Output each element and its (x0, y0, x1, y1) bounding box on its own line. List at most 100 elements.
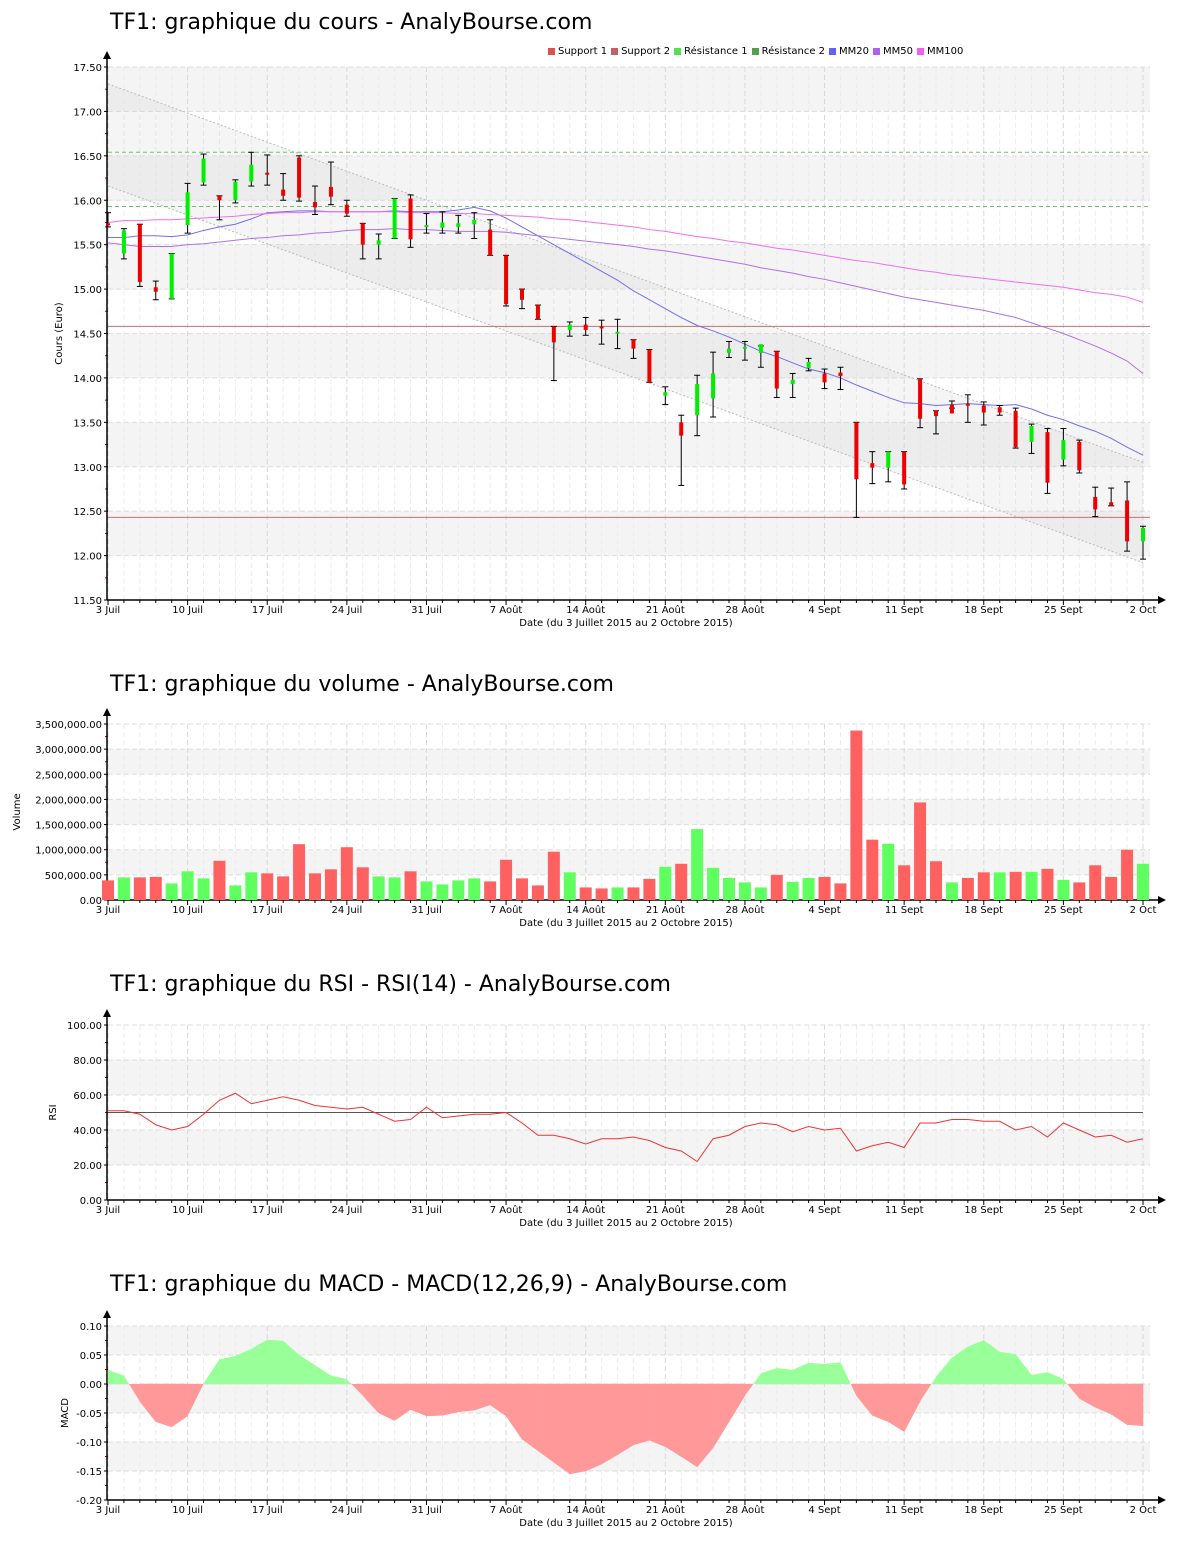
x-tick-label: 2 Oct (1130, 905, 1157, 916)
x-tick-label: 24 Juil (331, 1205, 362, 1216)
x-tick-label: 3 Juil (96, 1505, 120, 1516)
x-tick-label: 24 Juil (331, 905, 362, 916)
x-axis-label: Date (du 3 Juillet 2015 au 2 Octobre 201… (519, 918, 733, 929)
x-axis-label: Date (du 3 Juillet 2015 au 2 Octobre 201… (519, 1518, 733, 1529)
x-tick-label: 3 Juil (96, 905, 120, 916)
y-tick-label: 0.10 (80, 1322, 102, 1333)
x-tick-label: 3 Juil (96, 605, 120, 616)
legend-label: Résistance 2 (761, 46, 826, 57)
x-tick-label: 7 Août (490, 904, 523, 916)
x-tick-label: 21 Août (646, 1204, 685, 1216)
legend-swatch-icon (873, 48, 881, 55)
x-tick-label: 4 Sept (808, 1205, 840, 1216)
legend-label: MM100 (927, 46, 964, 57)
y-tick-label: 15.50 (73, 241, 102, 252)
x-tick-label: 28 Août (725, 904, 764, 916)
y-tick-label: 1,500,000.00 (35, 821, 102, 832)
x-tick-label: 25 Sept (1044, 1505, 1083, 1516)
y-tick-label: -0.05 (76, 1409, 102, 1420)
x-tick-label: 31 Juil (411, 605, 442, 616)
legend-swatch-icon (611, 48, 619, 55)
y-tick-label: 0.00 (80, 1380, 102, 1391)
y-tick-label: 60.00 (73, 1091, 102, 1102)
macd-chart: -0.20 -0.15 -0.10 -0.05 0.00 0.05 0.10 3 Juil 10… (60, 1310, 1166, 1529)
x-tick-label: 14 Août (566, 1204, 605, 1216)
x-tick-label: 11 Sept (885, 905, 924, 916)
x-tick-label: 21 Août (646, 1504, 685, 1516)
price-chart-legend: Support 1 Support 2 Résistance 1 Résistance… (548, 46, 963, 57)
y-tick-label: 15.00 (73, 285, 102, 296)
legend-label: Résistance 1 (684, 46, 748, 57)
x-tick-label: 10 Juil (172, 905, 203, 916)
legend-label: Support 1 (558, 46, 608, 57)
x-tick-label: 18 Sept (964, 905, 1003, 916)
x-tick-label: 17 Juil (252, 1505, 283, 1516)
x-tick-label: 24 Juil (331, 605, 362, 616)
legend-swatch-icon (751, 48, 759, 55)
legend-item: MM50 (873, 46, 913, 57)
x-tick-label: 17 Juil (252, 1205, 283, 1216)
y-axis-label: RSI (48, 1104, 59, 1120)
legend-label: Support 2 (621, 46, 671, 57)
y-tick-label: 11.50 (73, 596, 102, 607)
x-tick-label: 11 Sept (885, 605, 924, 616)
legend-swatch-icon (548, 48, 555, 55)
legend-item: Support 1 (548, 46, 607, 57)
legend-swatch-icon (829, 48, 837, 55)
legend-item: MM100 (917, 46, 963, 57)
x-tick-label: 17 Juil (252, 605, 283, 616)
y-tick-label: 16.00 (73, 196, 102, 207)
x-tick-label: 11 Sept (885, 1205, 924, 1216)
y-tick-label: -0.10 (76, 1438, 102, 1449)
x-axis-label: Date (du 3 Juillet 2015 au 2 Octobre 201… (519, 618, 733, 629)
x-tick-label: 2 Oct (1130, 1505, 1157, 1516)
x-tick-label: 18 Sept (964, 1205, 1003, 1216)
y-tick-label: 80.00 (73, 1056, 102, 1067)
x-tick-label: 14 Août (566, 604, 605, 616)
price-chart: 11.50 12.00 12.50 13.00 13.50 14.00 14.50 15.00… (54, 51, 1166, 629)
x-tick-label: 10 Juil (172, 1505, 203, 1516)
y-tick-label: 14.00 (73, 374, 102, 385)
y-tick-label: -0.20 (76, 1496, 102, 1507)
y-tick-label: 0.00 (80, 896, 102, 907)
y-axis-label: MACD (60, 1398, 71, 1428)
x-tick-label: 2 Oct (1130, 1205, 1157, 1216)
legend-item: Support 2 (611, 46, 670, 57)
x-tick-label: 31 Juil (411, 1205, 442, 1216)
y-tick-label: 12.50 (73, 507, 102, 518)
y-tick-label: 17.50 (73, 63, 102, 74)
x-tick-label: 25 Sept (1044, 605, 1083, 616)
y-tick-label: 1,000,000.00 (35, 846, 102, 857)
x-tick-label: 4 Sept (808, 905, 840, 916)
x-tick-label: 14 Août (566, 904, 605, 916)
macd-chart-title: TF1: graphique du MACD - MACD(12,26,9) -… (110, 1272, 788, 1297)
price-chart-title: TF1: graphique du cours - AnalyBourse.co… (110, 10, 593, 35)
x-tick-label: 11 Sept (885, 1505, 924, 1516)
x-axis-label: Date (du 3 Juillet 2015 au 2 Octobre 201… (519, 1218, 733, 1229)
y-tick-label: -0.15 (76, 1467, 102, 1478)
x-tick-label: 21 Août (646, 904, 685, 916)
x-tick-label: 21 Août (646, 604, 685, 616)
x-tick-label: 14 Août (566, 1504, 605, 1516)
y-tick-label: 20.00 (73, 1161, 102, 1172)
x-tick-label: 31 Juil (411, 1505, 442, 1516)
y-tick-label: 3,500,000.00 (35, 720, 102, 731)
legend-item: MM20 (829, 46, 869, 57)
rsi-chart-title: TF1: graphique du RSI - RSI(14) - AnalyB… (110, 972, 671, 997)
y-tick-label: 500,000.00 (45, 871, 102, 882)
legend-swatch-icon (674, 48, 682, 55)
x-tick-label: 24 Juil (331, 1505, 362, 1516)
legend-item: Résistance 2 (751, 46, 826, 57)
x-tick-label: 25 Sept (1044, 905, 1083, 916)
y-tick-label: 2,500,000.00 (35, 770, 102, 781)
x-tick-label: 4 Sept (808, 1505, 840, 1516)
y-tick-label: 100.00 (67, 1021, 102, 1032)
y-tick-label: 2,000,000.00 (35, 795, 102, 806)
volume-chart: 0.00 500,000.00 1,000,000.00 1,500,000.00 2,… (12, 708, 1166, 929)
x-tick-label: 25 Sept (1044, 1205, 1083, 1216)
x-tick-label: 28 Août (725, 1504, 764, 1516)
x-tick-label: 28 Août (725, 1204, 764, 1216)
rsi-chart: 0.00 20.00 40.00 60.00 80.00 100.00 3 Juil 10 J… (48, 1009, 1166, 1229)
legend-swatch-icon (917, 48, 924, 55)
x-tick-label: 3 Juil (96, 1205, 120, 1216)
